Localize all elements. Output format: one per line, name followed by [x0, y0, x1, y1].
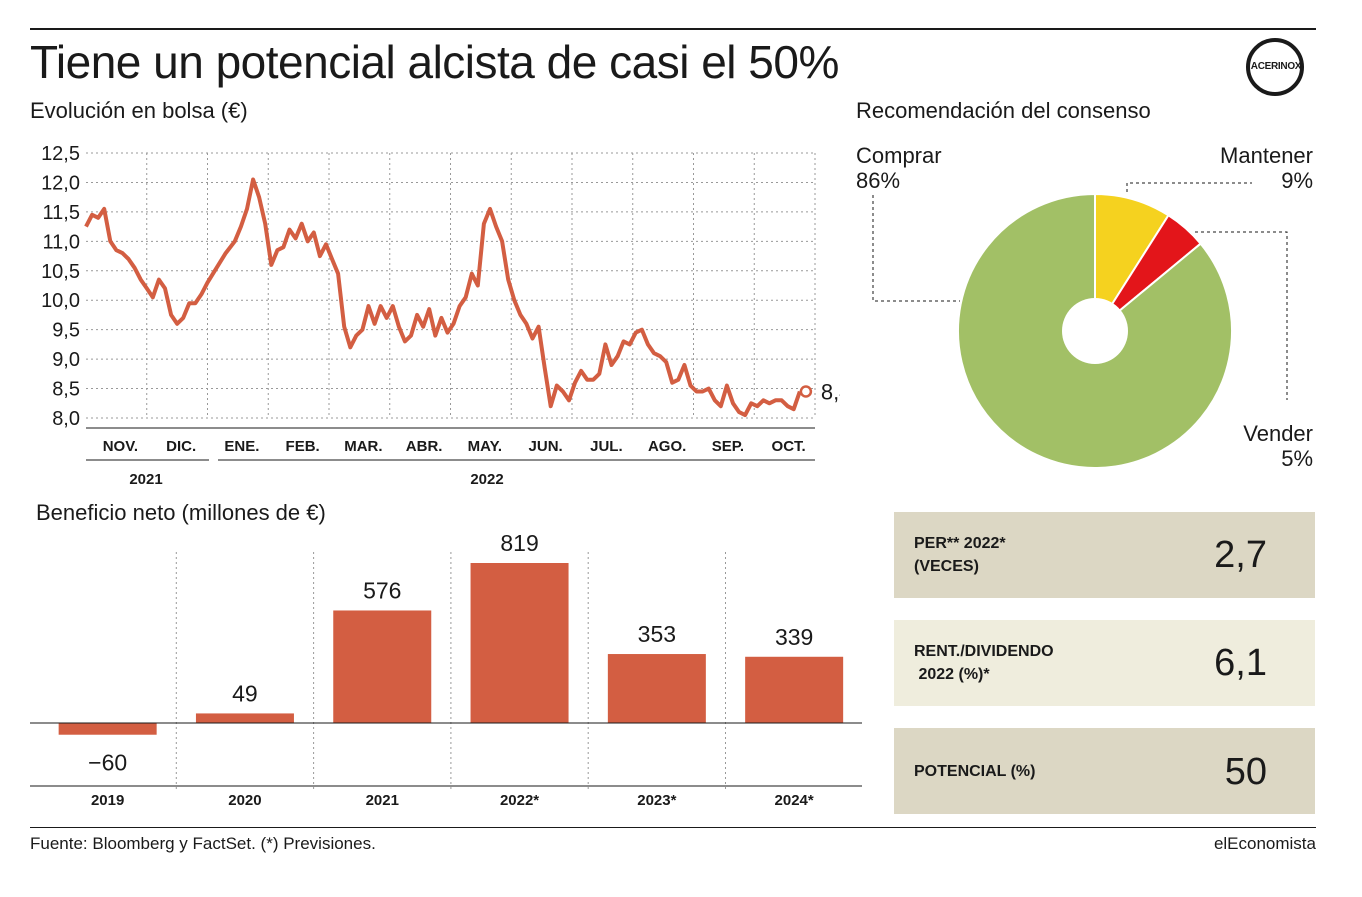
month-label: JUN.: [529, 438, 563, 455]
bar-category-label: 2021: [366, 792, 399, 809]
month-label: DIC.: [166, 438, 196, 455]
line-chart-title: Evolución en bolsa (€): [30, 98, 248, 123]
month-label: FEB.: [286, 438, 320, 455]
pie-hole: [1062, 298, 1128, 364]
footer-brand: elEconomista: [1213, 834, 1316, 853]
line-ytick-label: 11,0: [43, 231, 80, 253]
stat-dividend-label: RENT./DIVIDENDO 2022 (%)*: [914, 643, 1054, 683]
pie-label-vender-name: Vender: [1243, 421, 1313, 446]
pie-label-mantener: Mantener 9%: [1220, 143, 1313, 193]
stat-per-label: PER** 2022* (VECES): [914, 535, 1006, 575]
bar-value-label: 819: [500, 530, 538, 556]
bar-category-label: 2020: [228, 792, 261, 809]
pie-label-mantener-pct: 9%: [1281, 168, 1313, 193]
bar-category-label: 2022*: [500, 792, 539, 809]
month-label: ENE.: [224, 438, 259, 455]
page-title: Tiene un potencial alcista de casi el 50…: [30, 36, 839, 88]
bar-2019: [58, 723, 157, 735]
pie-label-vender: Vender 5%: [1243, 421, 1313, 471]
line-chart-yticks: 8,0 8,5 9,0 9,5 10,0 10,5 11,0 11,5 12,0 12,5: [41, 143, 80, 430]
pie-chart: [872, 182, 1288, 469]
bar-value-label: −60: [88, 750, 127, 776]
bar-2021: [333, 610, 432, 723]
bar-value-label: 576: [363, 577, 401, 603]
pie-label-comprar-name: Comprar: [856, 143, 942, 168]
bar-value-label: 353: [638, 621, 676, 647]
month-label: MAR.: [344, 438, 382, 455]
bar-value-label: 49: [232, 680, 258, 706]
month-label: JUL.: [590, 438, 623, 455]
bar-chart-labels: −60 2019 49 2020 576 2021 819 2022* 353 2023* 339 2…: [88, 530, 814, 809]
pie-chart-title: Recomendación del consenso: [856, 98, 1151, 123]
leader-mantener: [1126, 182, 1252, 192]
bar-2022*: [470, 563, 569, 723]
month-label: NOV.: [103, 438, 138, 455]
stat-potential: POTENCIAL (%) 50: [894, 728, 1315, 814]
logo-text: ACERINOX: [1250, 61, 1302, 72]
month-label: ABR.: [406, 438, 443, 455]
footer-source: Fuente: Bloomberg y FactSet. (*) Previsi…: [30, 834, 376, 853]
bar-chart-grid: [30, 552, 862, 792]
line-chart-months: NOV. DIC. ENE. FEB. MAR. ABR. MAY. JUN. JUL. AGO.…: [103, 438, 806, 488]
line-ytick-label: 8,0: [52, 408, 80, 430]
stat-dividend-value: 6,1: [1214, 642, 1267, 684]
bar-2020: [195, 713, 294, 723]
stat-potential-value: 50: [1224, 751, 1267, 793]
bar-chart-bars: [58, 563, 844, 735]
month-label: AGO.: [648, 438, 686, 455]
stat-potential-label: POTENCIAL (%): [914, 763, 1036, 780]
stat-per: PER** 2022* (VECES) 2,7: [894, 512, 1315, 598]
line-ytick-label: 11,5: [43, 202, 80, 224]
pie-label-comprar-pct: 86%: [856, 168, 901, 193]
pie-label-comprar: Comprar 86%: [856, 143, 942, 193]
bar-category-label: 2024*: [775, 792, 814, 809]
bar-category-label: 2019: [91, 792, 124, 809]
bar-category-label: 2023*: [637, 792, 676, 809]
stat-per-value: 2,7: [1214, 534, 1267, 576]
year-label-2021: 2021: [129, 471, 162, 488]
line-ytick-label: 10,5: [41, 261, 80, 283]
last-price-marker: [799, 385, 813, 398]
pie-label-mantener-name: Mantener: [1220, 143, 1313, 168]
month-label: SEP.: [712, 438, 744, 455]
pie-label-vender-pct: 5%: [1281, 446, 1313, 471]
month-label: OCT.: [772, 438, 806, 455]
year-label-2022: 2022: [470, 471, 503, 488]
bar-2024*: [745, 656, 844, 723]
line-ytick-label: 8,5: [52, 379, 80, 401]
line-chart-grid: [86, 152, 816, 461]
line-ytick-label: 12,0: [41, 172, 80, 194]
bar-value-label: 339: [775, 624, 813, 650]
price-line: [84, 177, 802, 418]
line-ytick-label: 12,5: [41, 143, 80, 165]
month-label: MAY.: [468, 438, 502, 455]
bar-chart-title: Beneficio neto (millones de €): [36, 500, 326, 525]
bottom-rule: [30, 827, 1316, 828]
line-ytick-label: 10,0: [41, 290, 80, 312]
leader-comprar: [872, 195, 960, 302]
line-ytick-label: 9,5: [52, 320, 80, 342]
stat-dividend: RENT./DIVIDENDO 2022 (%)* 6,1: [894, 620, 1315, 706]
line-ytick-label: 9,0: [52, 349, 80, 371]
bar-2023*: [607, 654, 706, 723]
top-rule: [30, 28, 1316, 30]
acerinox-logo: [1246, 38, 1304, 96]
bar-chart: −60 2019 49 2020 576 2021 819 2022* 353 2023* 339 2…: [30, 530, 862, 809]
line-chart: 8,0 8,5 9,0 9,5 10,0 10,5 11,0 11,5 12,0 12,5 NOV…: [41, 143, 840, 488]
leader-vender: [1195, 231, 1288, 400]
last-price-label: 8,45: [821, 380, 840, 405]
